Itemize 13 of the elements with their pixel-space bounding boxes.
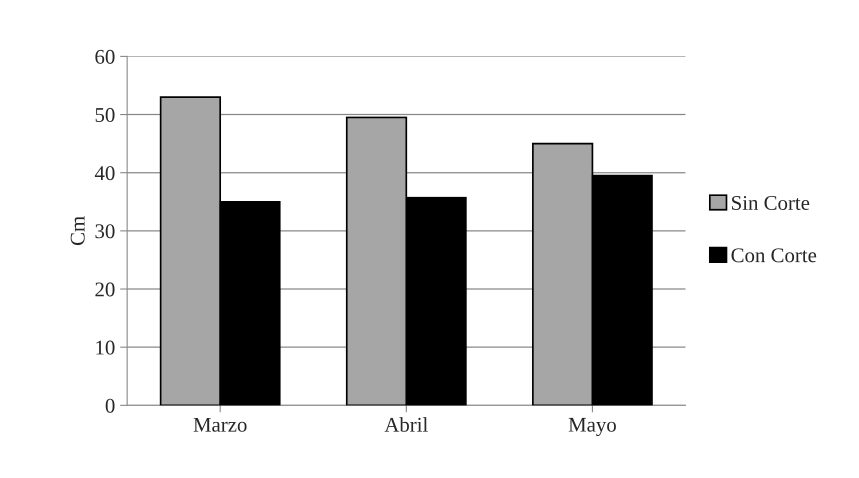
y-tick-label: 60 xyxy=(95,50,115,64)
y-tick-label: 40 xyxy=(94,166,115,180)
y-tick-label: 10 xyxy=(96,340,115,355)
x-tick-label: Abril xyxy=(384,417,428,432)
y-tick-label: 0 xyxy=(106,398,115,413)
x-tick-label: Mayo xyxy=(568,418,616,436)
legend-label: Con Corte xyxy=(732,248,816,262)
legend-label: Sin Corte xyxy=(732,196,810,210)
y-tick-label: 30 xyxy=(95,224,115,238)
x-tick-label: Marzo xyxy=(194,418,247,432)
y-tick-label: 20 xyxy=(95,282,115,296)
y-tick-label: 50 xyxy=(96,108,115,122)
y-axis-title: Cm xyxy=(70,216,85,246)
